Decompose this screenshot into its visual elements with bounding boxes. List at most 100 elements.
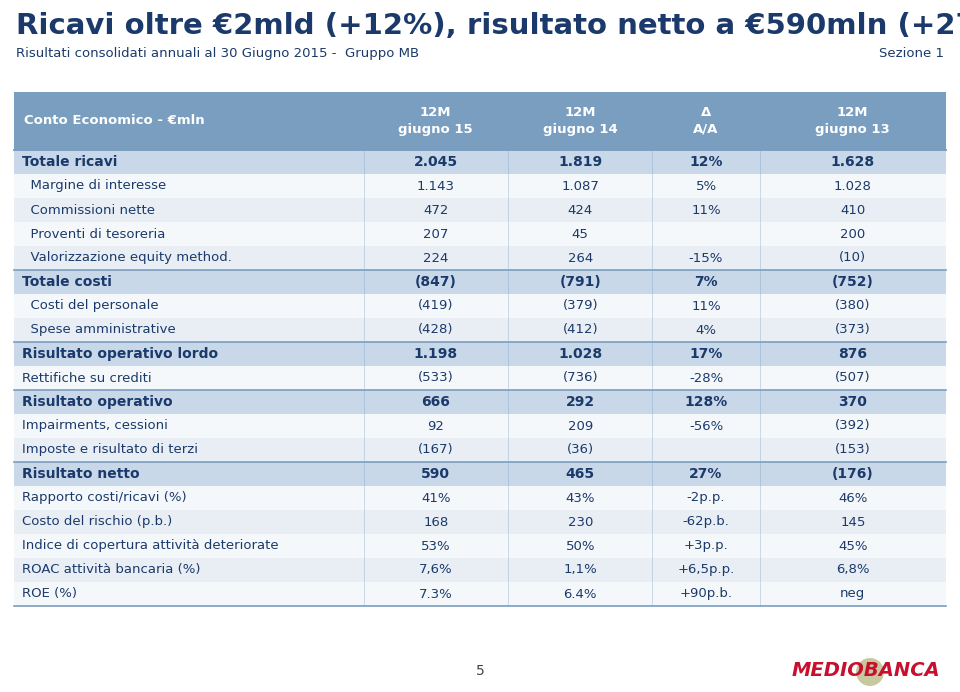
Text: Proventi di tesoreria: Proventi di tesoreria <box>22 228 165 241</box>
Text: Totale costi: Totale costi <box>22 275 112 289</box>
Text: 7,6%: 7,6% <box>419 563 452 576</box>
Text: 12M
giugno 13: 12M giugno 13 <box>815 106 890 136</box>
Text: 46%: 46% <box>838 491 868 504</box>
Text: -56%: -56% <box>689 419 723 432</box>
Text: (10): (10) <box>839 251 866 264</box>
Bar <box>14 438 946 462</box>
Bar <box>14 318 946 342</box>
Text: 17%: 17% <box>689 347 723 361</box>
Circle shape <box>856 658 884 686</box>
Text: Indice di copertura attività deteriorate: Indice di copertura attività deteriorate <box>22 540 278 552</box>
Text: Valorizzazione equity method.: Valorizzazione equity method. <box>22 251 232 264</box>
Text: 230: 230 <box>567 516 593 529</box>
Bar <box>14 174 946 198</box>
Text: Costo del rischio (p.b.): Costo del rischio (p.b.) <box>22 516 172 529</box>
Text: 11%: 11% <box>691 300 721 313</box>
Text: (507): (507) <box>835 372 871 385</box>
Text: (419): (419) <box>418 300 453 313</box>
Text: Risultato operativo: Risultato operativo <box>22 395 173 409</box>
Text: Totale ricavi: Totale ricavi <box>22 155 117 169</box>
Text: Impairments, cessioni: Impairments, cessioni <box>22 419 168 432</box>
Bar <box>14 150 946 174</box>
Text: Risultati consolidati annuali al 30 Giugno 2015 -  Gruppo MB: Risultati consolidati annuali al 30 Giug… <box>16 47 420 60</box>
Text: Imposte e risultato di terzi: Imposte e risultato di terzi <box>22 444 198 457</box>
Text: (167): (167) <box>418 444 453 457</box>
Text: Sezione 1: Sezione 1 <box>879 47 944 60</box>
Text: 12M
giugno 14: 12M giugno 14 <box>542 106 617 136</box>
Text: 168: 168 <box>423 516 448 529</box>
Text: 264: 264 <box>567 251 593 264</box>
Text: 1.087: 1.087 <box>562 179 599 192</box>
Text: Risultato netto: Risultato netto <box>22 467 139 481</box>
Text: 27%: 27% <box>689 467 723 481</box>
Bar <box>14 294 946 318</box>
Text: 292: 292 <box>565 395 595 409</box>
Text: 1.028: 1.028 <box>834 179 872 192</box>
Text: 92: 92 <box>427 419 444 432</box>
Text: (153): (153) <box>835 444 871 457</box>
Text: 1.028: 1.028 <box>558 347 602 361</box>
Text: neg: neg <box>840 588 865 601</box>
Text: Margine di interesse: Margine di interesse <box>22 179 166 192</box>
Text: (412): (412) <box>563 323 598 336</box>
Text: 472: 472 <box>423 203 448 217</box>
Text: 145: 145 <box>840 516 866 529</box>
Text: 590: 590 <box>421 467 450 481</box>
Text: (379): (379) <box>563 300 598 313</box>
Bar <box>14 390 946 414</box>
Text: 12%: 12% <box>689 155 723 169</box>
Text: Spese amministrative: Spese amministrative <box>22 323 176 336</box>
Text: 1.628: 1.628 <box>830 155 875 169</box>
Text: Δ
A/A: Δ A/A <box>693 106 719 136</box>
Bar <box>14 510 946 534</box>
Text: 11%: 11% <box>691 203 721 217</box>
Text: ROE (%): ROE (%) <box>22 588 77 601</box>
Text: (791): (791) <box>560 275 601 289</box>
Text: -62p.b.: -62p.b. <box>683 516 730 529</box>
Text: -28%: -28% <box>689 372 723 385</box>
Text: 5: 5 <box>475 664 485 678</box>
Text: MEDIOBANCA: MEDIOBANCA <box>791 661 940 680</box>
Text: 2.045: 2.045 <box>414 155 458 169</box>
Bar <box>14 222 946 246</box>
Text: 128%: 128% <box>684 395 728 409</box>
Text: 6,8%: 6,8% <box>836 563 870 576</box>
Text: (847): (847) <box>415 275 457 289</box>
Text: -2p.p.: -2p.p. <box>686 491 725 504</box>
Text: 45%: 45% <box>838 540 868 552</box>
Text: 207: 207 <box>423 228 448 241</box>
Text: 50%: 50% <box>565 540 595 552</box>
Text: 200: 200 <box>840 228 865 241</box>
Text: 1.143: 1.143 <box>417 179 455 192</box>
Text: 410: 410 <box>840 203 865 217</box>
Bar <box>14 342 946 366</box>
Bar <box>14 534 946 558</box>
Bar <box>14 462 946 486</box>
Text: (752): (752) <box>832 275 874 289</box>
Text: (392): (392) <box>835 419 871 432</box>
Text: +3p.p.: +3p.p. <box>684 540 729 552</box>
Text: 465: 465 <box>565 467 595 481</box>
Text: 224: 224 <box>423 251 448 264</box>
Text: ROAC attività bancaria (%): ROAC attività bancaria (%) <box>22 563 201 576</box>
Text: (176): (176) <box>832 467 874 481</box>
Text: (373): (373) <box>835 323 871 336</box>
Text: -15%: -15% <box>689 251 723 264</box>
Text: (428): (428) <box>418 323 453 336</box>
Text: (533): (533) <box>418 372 454 385</box>
Text: 209: 209 <box>567 419 593 432</box>
Text: 41%: 41% <box>421 491 450 504</box>
Text: Risultato operativo lordo: Risultato operativo lordo <box>22 347 218 361</box>
Text: 43%: 43% <box>565 491 595 504</box>
Text: 1.198: 1.198 <box>414 347 458 361</box>
Text: 7.3%: 7.3% <box>419 588 452 601</box>
Text: 1.819: 1.819 <box>558 155 602 169</box>
Text: Rettifiche su crediti: Rettifiche su crediti <box>22 372 152 385</box>
Text: (36): (36) <box>566 444 593 457</box>
Bar <box>14 246 946 270</box>
Text: 5%: 5% <box>695 179 716 192</box>
Text: Commissioni nette: Commissioni nette <box>22 203 155 217</box>
Text: Rapporto costi/ricavi (%): Rapporto costi/ricavi (%) <box>22 491 186 504</box>
Text: 7%: 7% <box>694 275 718 289</box>
Text: Conto Economico - €mln: Conto Economico - €mln <box>24 114 204 127</box>
